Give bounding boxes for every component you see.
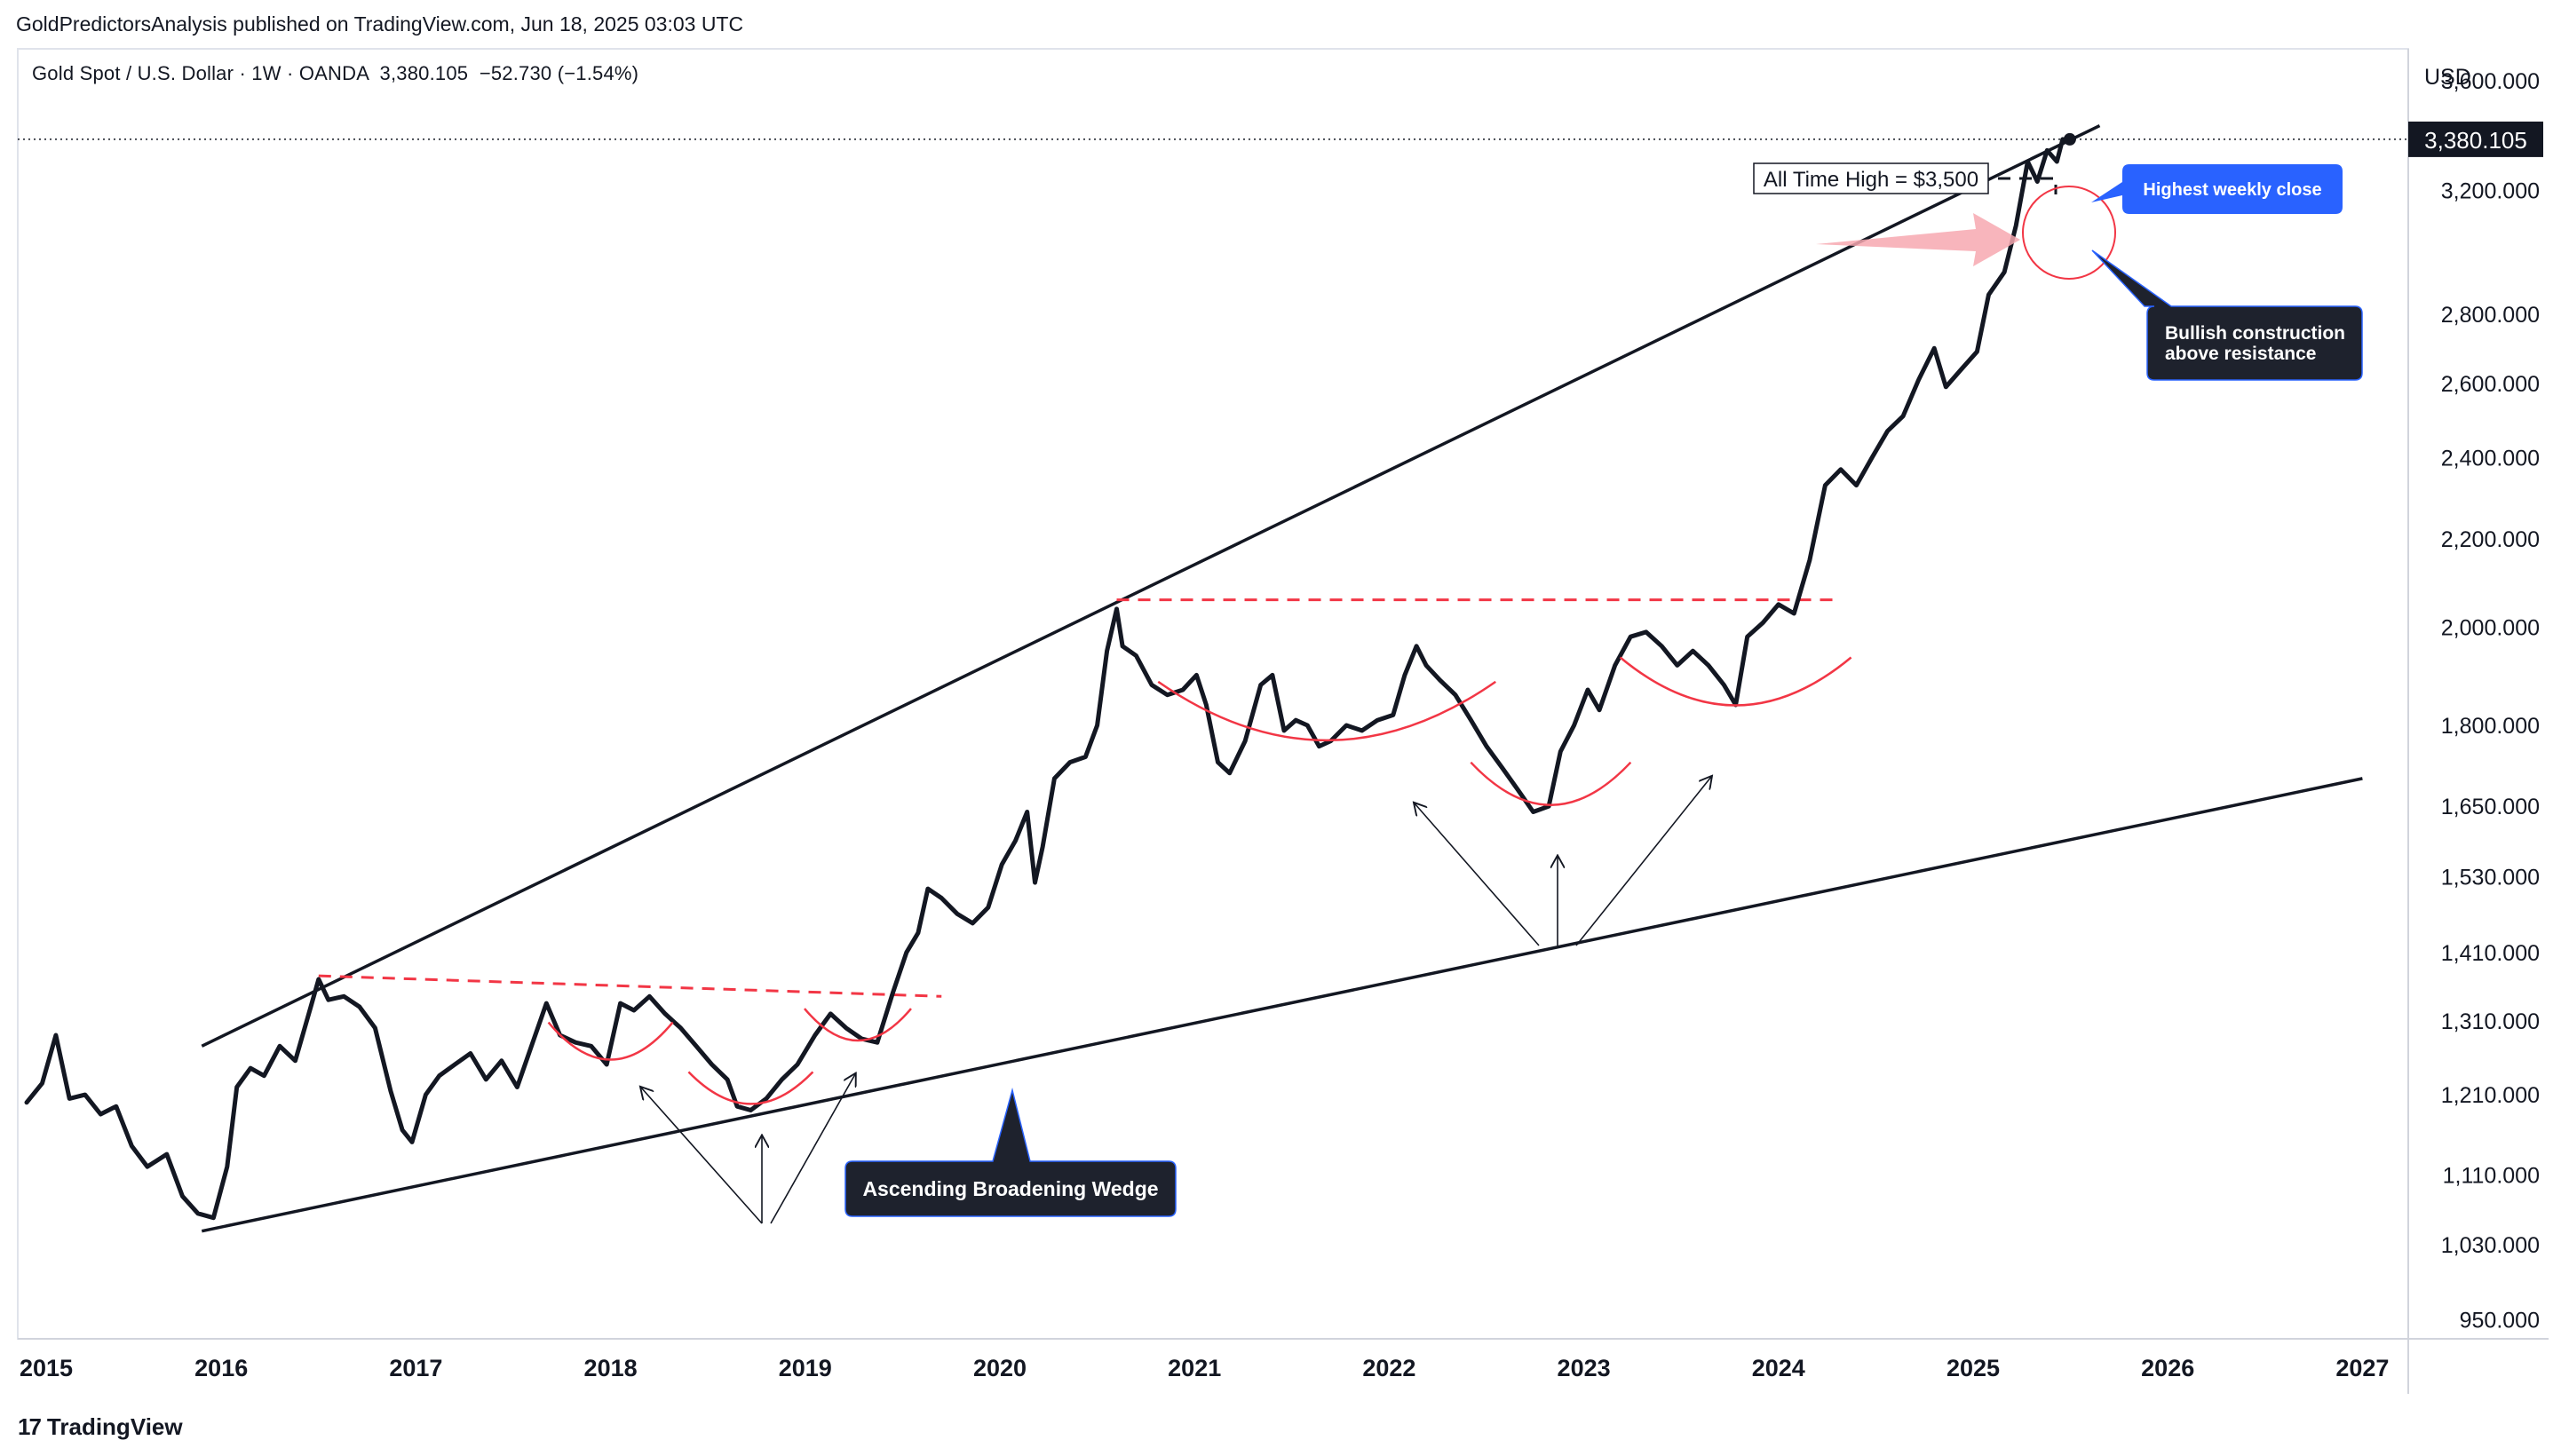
symbol-separator: · xyxy=(239,62,246,84)
price-tick-label: 3,200.000 xyxy=(2441,178,2540,203)
trendlines xyxy=(201,123,2363,1233)
plot-area[interactable] xyxy=(17,48,2409,1340)
symbol-change-pct: (−1.54%) xyxy=(557,62,639,84)
year-tick-label: 2026 xyxy=(2141,1355,2194,1381)
year-tick-label: 2015 xyxy=(20,1355,73,1381)
tradingview-brand[interactable]: 17 TradingView xyxy=(18,1413,183,1441)
pattern-arrow xyxy=(770,1074,855,1224)
breakout-arrow xyxy=(1816,213,2020,266)
year-tick-label: 2020 xyxy=(973,1355,1027,1381)
year-tick-label: 2023 xyxy=(1558,1355,1611,1381)
price-tick-label: 3,600.000 xyxy=(2441,69,2540,94)
last-close-marker xyxy=(2063,132,2076,146)
resistance-line-2016-2019 xyxy=(318,974,942,998)
brand-name: TradingView xyxy=(46,1413,183,1440)
callout-highest-weekly-close-text: Highest weekly close xyxy=(2143,180,2321,200)
symbol-interval: 1W xyxy=(251,62,281,84)
year-tick-label: 2022 xyxy=(1362,1355,1415,1381)
currency-label: USD xyxy=(2424,65,2471,90)
callout-bullish-construction xyxy=(2091,249,2363,381)
price-tick-label: 1,410.000 xyxy=(2441,941,2540,966)
last-price-value: 3,380.105 xyxy=(2424,127,2527,154)
cup-base-arc xyxy=(1470,761,1632,806)
price-tick-label: 1,530.000 xyxy=(2441,865,2540,890)
last-price-badge xyxy=(2408,121,2543,157)
callout-bullish-line1: Bullish construction xyxy=(2165,323,2345,344)
price-tick-label: 2,200.000 xyxy=(2441,527,2540,552)
price-tick-label: 2,000.000 xyxy=(2441,616,2540,641)
price-tick-label: 2,400.000 xyxy=(2441,447,2540,471)
cup-base-arc xyxy=(547,1021,674,1061)
year-tick-label: 2017 xyxy=(389,1355,442,1381)
callout-wedge xyxy=(844,1088,1177,1217)
callout-bullish-line2: above resistance xyxy=(2165,344,2316,364)
symbol-legend[interactable]: Gold Spot / U.S. Dollar · 1W · OANDA 3,3… xyxy=(32,62,638,85)
price-tick-label: 1,030.000 xyxy=(2441,1233,2540,1258)
year-tick-label: 2021 xyxy=(1168,1355,1221,1381)
lower-trendline xyxy=(201,777,2363,1233)
price-tick-label: 2,600.000 xyxy=(2441,372,2540,397)
callout-wedge-text: Ascending Broadening Wedge xyxy=(862,1177,1158,1200)
callout-highest-weekly-close xyxy=(2091,164,2343,214)
tradingview-logo-icon: 17 xyxy=(18,1413,42,1440)
symbol-exchange: OANDA xyxy=(298,62,369,84)
cup-base-arc xyxy=(804,1008,912,1042)
symbol-change: −52.730 xyxy=(479,62,552,84)
year-tick-label: 2027 xyxy=(2335,1355,2389,1381)
pattern-arrow xyxy=(641,1088,763,1224)
price-tick-label: 950.000 xyxy=(2460,1309,2540,1333)
price-tick-label: 2,800.000 xyxy=(2441,303,2540,328)
pattern-arrow xyxy=(1415,803,1540,946)
cup-base-arc xyxy=(687,1071,814,1105)
cup-base-arc xyxy=(1619,656,1852,707)
year-tick-label: 2024 xyxy=(1752,1355,1805,1381)
price-tick-label: 1,210.000 xyxy=(2441,1083,2540,1108)
publisher-credit: GoldPredictorsAnalysis published on Trad… xyxy=(16,12,744,36)
ath-label-box xyxy=(1753,162,1989,194)
year-tick-label: 2016 xyxy=(194,1355,248,1381)
price-series xyxy=(24,132,2076,1221)
year-tick-label: 2019 xyxy=(779,1355,832,1381)
symbol-name: Gold Spot / U.S. Dollar xyxy=(32,62,234,84)
year-tick-label: 2018 xyxy=(584,1355,638,1381)
price-axis[interactable]: 950.000 1,030.000 1,110.000 1,210.000 1,310.… xyxy=(18,69,2543,1333)
annotations: All Time High = $3,500 Highest weekly clo… xyxy=(547,162,2363,1224)
symbol-separator: · xyxy=(287,62,294,84)
year-tick-label: 2025 xyxy=(1947,1355,2000,1381)
price-tick-label: 1,800.000 xyxy=(2441,714,2540,739)
time-axis[interactable]: 2015 2016 2017 2018 2019 2020 2021 2022 2023 2024… xyxy=(20,1355,2389,1381)
price-tick-label: 1,310.000 xyxy=(2441,1009,2540,1034)
price-tick-label: 1,650.000 xyxy=(2441,795,2540,819)
cup-base-arc xyxy=(1157,680,1496,741)
price-tick-label: 1,110.000 xyxy=(2443,1163,2540,1188)
upper-trendline xyxy=(201,123,2101,1048)
pattern-arrow xyxy=(1575,777,1711,946)
symbol-last-price: 3,380.105 xyxy=(379,62,469,84)
breakout-circle xyxy=(2022,186,2116,280)
ath-label: All Time High = $3,500 xyxy=(1764,168,1978,192)
